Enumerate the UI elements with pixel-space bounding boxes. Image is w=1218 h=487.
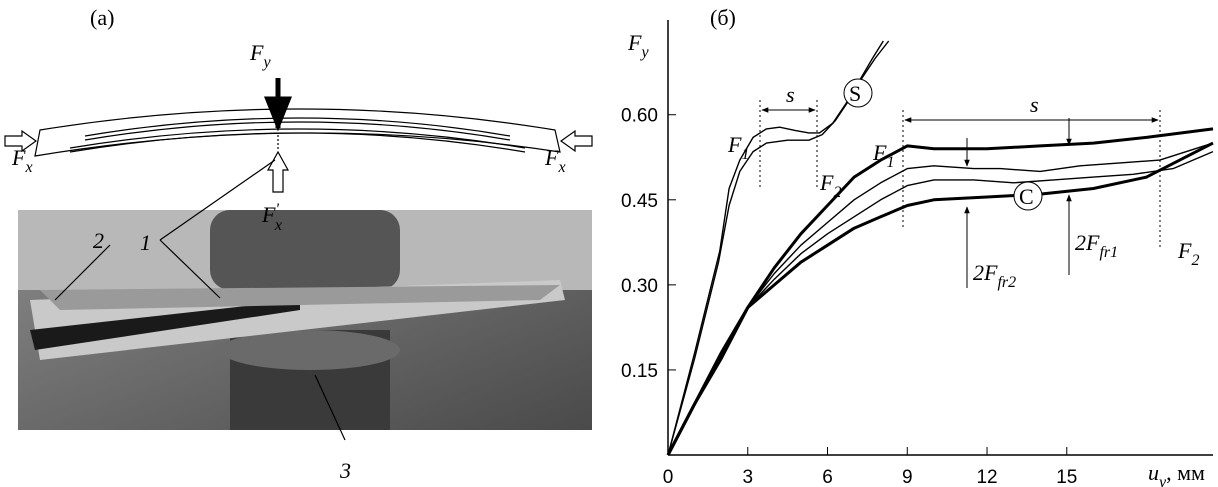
annotation: F2 <box>1177 238 1199 269</box>
label-main: F <box>1177 238 1192 263</box>
label-main: 1 <box>140 230 151 255</box>
label-main: S <box>849 81 861 106</box>
annotation: 2Ffr1 <box>1075 230 1118 261</box>
x-tick-label: 0 <box>663 467 674 487</box>
annotation: F2 <box>819 170 841 201</box>
series-line <box>667 142 1214 456</box>
annotation: s <box>786 82 795 107</box>
label-sub: x <box>274 217 282 234</box>
label-sub: fr2 <box>997 274 1016 291</box>
y-tick-label: 0.15 <box>621 361 658 382</box>
label-circle <box>1013 181 1043 211</box>
label-main: s <box>786 82 795 107</box>
beam-diagram <box>4 78 593 193</box>
annotation: S <box>849 81 861 106</box>
diagram-label: Fx <box>11 145 33 176</box>
label-main: u <box>1148 460 1159 485</box>
label-sub: y <box>639 44 649 61</box>
label-main: C <box>1019 184 1034 209</box>
diagram-label: Fy <box>249 40 271 71</box>
label-circle <box>843 78 873 108</box>
y-tick-label: 0.60 <box>621 106 658 127</box>
label-main: F <box>627 30 642 55</box>
annotation-marks <box>759 78 1161 288</box>
x-tick-label: 9 <box>902 467 913 487</box>
annotation: F1 <box>727 132 749 163</box>
y-tick-label: 0.30 <box>621 276 658 297</box>
label-main: F <box>261 202 276 227</box>
label-sub: y <box>261 54 271 71</box>
y-axis-label: Fy <box>627 30 649 61</box>
x-axis-label: uy, мм <box>1148 460 1205 487</box>
diagram-label: 1 <box>140 230 151 255</box>
label-main: 2 <box>93 228 104 253</box>
label-main: 2F <box>973 260 998 285</box>
label-main: F <box>819 170 834 195</box>
label-sub: fr1 <box>1099 244 1118 261</box>
diagram-label: Fx <box>544 145 566 176</box>
label-sub: x <box>24 159 32 176</box>
annotation: F1 <box>872 140 894 171</box>
annotation: 2Ffr2 <box>973 260 1016 291</box>
series-line <box>666 127 1214 456</box>
annotation: C <box>1019 184 1034 209</box>
x-tick-label: 6 <box>822 467 833 487</box>
diagram-label: 3 <box>339 458 351 483</box>
label-sub: 2 <box>1191 252 1199 269</box>
label-main: F <box>727 132 742 157</box>
annotation: s <box>1030 92 1039 117</box>
y-tick-label: 0.45 <box>621 191 658 212</box>
panel-label: (б) <box>710 5 736 30</box>
label-main: F <box>872 140 887 165</box>
label-main: F <box>249 40 264 65</box>
photo <box>18 159 592 441</box>
label-sub: y <box>1157 474 1167 487</box>
label-sub: 1 <box>741 146 749 163</box>
label-main: s <box>1030 92 1039 117</box>
label-main: F <box>11 145 26 170</box>
label-sub: x <box>557 159 565 176</box>
x-tick-label: 12 <box>976 467 997 487</box>
label-main: F <box>544 145 559 170</box>
x-tick-label: 3 <box>742 467 753 487</box>
diagram-label: F' x <box>261 201 282 234</box>
diagram-label: 2 <box>93 228 104 253</box>
label-sub: 2 <box>833 184 841 201</box>
label-sup: ' <box>275 201 279 218</box>
x-tick-label: 15 <box>1056 467 1077 487</box>
label-main: 3 <box>339 458 351 483</box>
series-line <box>666 141 1214 456</box>
label-main: 2F <box>1075 230 1100 255</box>
label-after: , мм <box>1166 460 1205 485</box>
panel-label: (a) <box>90 5 114 30</box>
label-sub: 1 <box>886 154 894 171</box>
